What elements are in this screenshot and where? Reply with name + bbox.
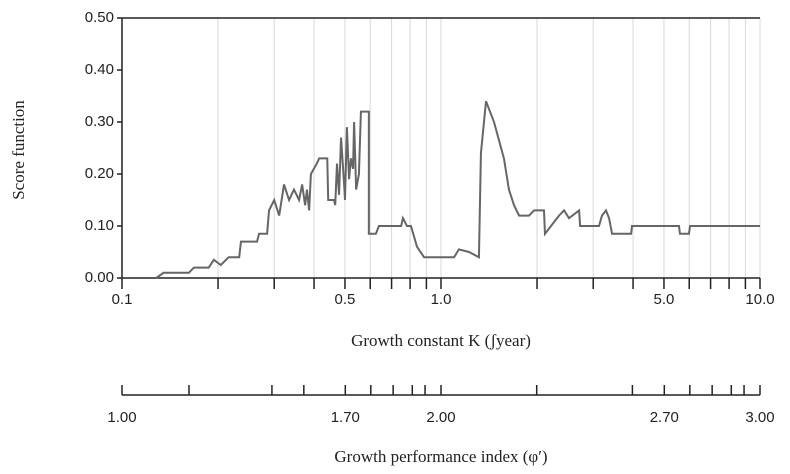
y-tick-label: 0.10 (85, 217, 114, 234)
x-tick-label: 10.0 (745, 291, 774, 308)
y-tick-label: 0.20 (85, 165, 114, 182)
y-tick-label: 0.30 (85, 113, 114, 130)
x2-tick-label: 1.00 (107, 409, 136, 426)
x-tick-label: 0.1 (112, 291, 133, 308)
y-tick-label: 0.00 (85, 269, 114, 286)
y-axis-label: Score function (9, 100, 28, 200)
y-tick-label: 0.40 (85, 61, 114, 78)
x2-tick-label: 2.00 (426, 409, 455, 426)
score-line (155, 100, 760, 279)
x-axis-label: Growth constant K (ʃyear) (351, 331, 531, 350)
x-tick-label: 5.0 (654, 291, 675, 308)
x2-tick-label: 3.00 (745, 409, 774, 426)
x-tick-label: 0.5 (335, 291, 356, 308)
x2-axis-label: Growth performance index (φ′) (334, 447, 547, 466)
x2-tick-label: 2.70 (650, 409, 679, 426)
y-tick-label: 0.50 (85, 9, 114, 26)
x2-tick-label: 1.70 (331, 409, 360, 426)
x-tick-label: 1.0 (431, 291, 452, 308)
